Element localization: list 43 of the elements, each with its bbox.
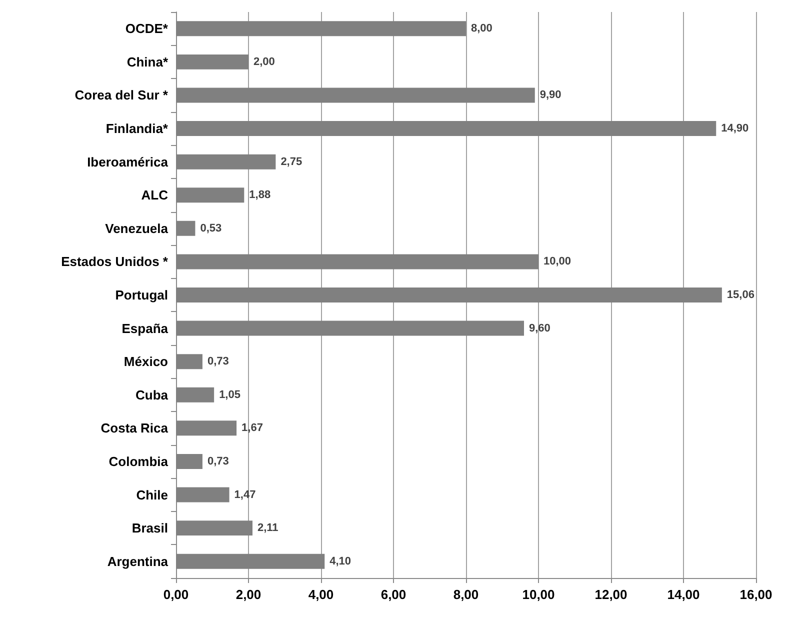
y-tick-label: Finlandia* xyxy=(106,121,169,136)
data-label: 8,00 xyxy=(471,22,492,35)
y-tick-label: ALC xyxy=(141,188,169,203)
y-tick-label: Chile xyxy=(136,487,168,502)
y-tick-label: OCDE* xyxy=(125,21,169,36)
data-label: 1,67 xyxy=(242,422,263,434)
data-label: 9,90 xyxy=(540,89,562,102)
y-tick-label: Portugal xyxy=(115,288,168,302)
y-tick-label: China* xyxy=(126,54,169,70)
y-tick-label: Costa Rica xyxy=(100,420,169,436)
data-label: 1,47 xyxy=(234,488,256,501)
y-tick-label: Colombia xyxy=(108,454,169,469)
data-label: 2,75 xyxy=(280,156,302,168)
data-label: 10,00 xyxy=(544,256,572,268)
y-tick-label: México xyxy=(124,354,168,370)
x-tick-label: 0,00 xyxy=(163,587,189,602)
data-label: 15,06 xyxy=(726,289,754,301)
x-tick-label: 12,00 xyxy=(594,587,628,602)
data-label: 0,53 xyxy=(200,222,222,234)
x-tick-label: 10,00 xyxy=(522,587,555,602)
x-tick-label: 6,00 xyxy=(380,587,406,602)
data-label: 1,88 xyxy=(249,189,271,202)
x-tick-label: 8,00 xyxy=(453,587,479,602)
x-tick-label: 4,00 xyxy=(308,587,334,602)
data-label: 9,60 xyxy=(529,322,550,334)
y-tick-label: Venezuela xyxy=(105,220,169,236)
y-tick-label: Corea del Sur * xyxy=(74,88,169,103)
data-label: 14,90 xyxy=(721,122,749,135)
data-label: 2,11 xyxy=(257,522,278,534)
y-tick-label: Iberoamérica xyxy=(87,154,169,170)
y-tick-label: Argentina xyxy=(107,554,169,569)
data-label: 0,73 xyxy=(207,455,229,468)
x-tick-label: 16,00 xyxy=(740,587,772,602)
data-label: 4,10 xyxy=(330,555,352,568)
y-tick-label: Brasil xyxy=(132,520,168,536)
y-tick-label: Estados Unidos * xyxy=(61,254,169,270)
y-tick-label: Cuba xyxy=(136,387,169,402)
x-tick-label: 14,00 xyxy=(667,587,700,602)
data-label: 0,73 xyxy=(207,356,229,368)
data-label: 1,05 xyxy=(219,388,240,401)
data-label: 2,00 xyxy=(254,56,275,68)
y-tick-label: España xyxy=(122,320,169,336)
x-tick-label: 2,00 xyxy=(236,587,262,602)
